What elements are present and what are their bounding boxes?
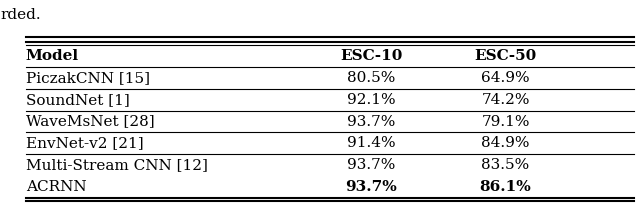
Text: ESC-50: ESC-50 — [474, 49, 537, 63]
Text: SoundNet [1]: SoundNet [1] — [26, 93, 129, 107]
Text: PiczakCNN [15]: PiczakCNN [15] — [26, 71, 150, 85]
Text: 93.7%: 93.7% — [346, 180, 397, 194]
Text: 91.4%: 91.4% — [347, 136, 396, 150]
Text: ACRNN: ACRNN — [26, 180, 86, 194]
Text: 79.1%: 79.1% — [481, 115, 530, 129]
Text: 86.1%: 86.1% — [480, 180, 531, 194]
Text: 84.9%: 84.9% — [481, 136, 530, 150]
Text: 83.5%: 83.5% — [481, 158, 530, 172]
Text: WaveMsNet [28]: WaveMsNet [28] — [26, 115, 154, 129]
Text: rded.: rded. — [0, 8, 40, 22]
Text: EnvNet-v2 [21]: EnvNet-v2 [21] — [26, 136, 143, 150]
Text: 93.7%: 93.7% — [347, 158, 396, 172]
Text: 80.5%: 80.5% — [347, 71, 396, 85]
Text: 74.2%: 74.2% — [481, 93, 530, 107]
Text: 93.7%: 93.7% — [347, 115, 396, 129]
Text: 92.1%: 92.1% — [347, 93, 396, 107]
Text: ESC-10: ESC-10 — [340, 49, 403, 63]
Text: Multi-Stream CNN [12]: Multi-Stream CNN [12] — [26, 158, 207, 172]
Text: 64.9%: 64.9% — [481, 71, 530, 85]
Text: Model: Model — [26, 49, 79, 63]
